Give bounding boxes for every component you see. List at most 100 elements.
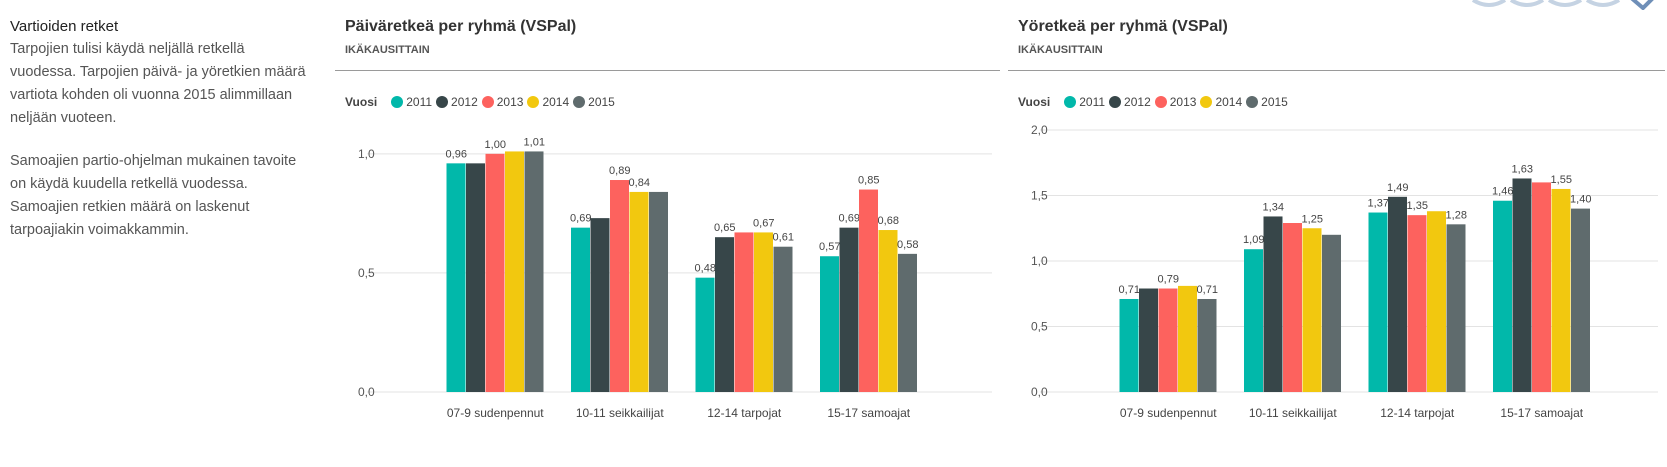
chart-subtitle: IKÄKAUSITTAIN [1018,44,1103,56]
data-label: 0,69 [839,213,860,225]
bar [629,191,649,392]
legend-label: 2015 [588,95,615,109]
data-label: 0,71 [1197,284,1218,296]
data-label: 1,01 [524,136,545,148]
x-tick-label: 07-9 sudenpennut [1120,406,1217,420]
data-label: 0,67 [753,217,774,229]
data-label: 1,00 [485,139,506,151]
legend-item: 2011 [391,95,432,109]
x-tick-label: 15-17 samoajat [827,406,910,420]
bar [571,227,590,392]
bar [1139,288,1158,392]
bar [734,232,754,392]
data-label: 1,46 [1492,186,1513,198]
x-tick-label: 10-11 seikkailijat [576,406,664,420]
data-label: 1,40 [1570,194,1591,206]
legend-marker [391,96,404,108]
y-tick-label: 1,5 [1031,189,1048,203]
legend-marker [436,96,449,108]
side-panel: Vartioiden retket Tarpojien tulisi käydä… [10,18,310,262]
legend-label: 2013 [1169,95,1197,109]
bar [1302,228,1322,392]
data-label: 1,63 [1512,163,1533,175]
bar [898,253,917,392]
bar [820,256,839,392]
bar [695,277,715,392]
legend-label: 2011 [406,95,433,109]
legend-item: 2011 [1064,95,1105,109]
legend-marker [527,96,540,108]
x-tick-label: 10-11 seikkailijat [1249,406,1337,420]
bar [590,218,610,392]
legend-label: 2014 [542,95,570,109]
bar [754,232,773,392]
data-label: 1,49 [1387,182,1408,194]
legend-label: 2012 [451,95,478,109]
legend-label: 2012 [1124,95,1151,109]
chart-legend: Vuosi 2011 2012 2013 2014 2015 [1018,95,1292,109]
legend-label: 2015 [1261,95,1288,109]
data-label: 1,28 [1446,209,1467,221]
legend-marker [573,96,586,108]
data-label: 1,34 [1263,201,1284,213]
legend-title: Vuosi [345,95,378,109]
data-label: 0,65 [714,222,735,234]
bar [1244,249,1263,392]
chart-divider [1008,70,1665,71]
x-tick-label: 12-14 tarpojat [707,406,782,420]
bar [1532,182,1551,392]
legend-marker [1109,96,1122,108]
legend-item: 2014 [1200,95,1242,109]
bar [1407,215,1427,392]
bar [1197,298,1217,392]
data-label: 0,79 [1158,274,1179,286]
data-label: 0,61 [773,232,794,244]
plot-area: 0,0 0,5 1,0 0,96 1,00 1,01 07-9 sudenpennut 0,6… [358,136,992,420]
legend-marker [1154,96,1167,108]
y-tick-label: 0,0 [1031,385,1048,399]
chart-legend: Vuosi 2011 2012 2013 2014 2015 [345,95,619,109]
bar [1571,208,1590,392]
bar [1493,200,1512,392]
data-label: 0,96 [446,148,467,160]
chart-title: Yöretkeä per ryhmä (VSPal) [1018,18,1228,35]
bar [1368,212,1388,392]
bar [1551,188,1571,392]
data-label: 0,68 [878,215,899,227]
data-label: 1,55 [1551,174,1572,186]
bar [1263,216,1283,392]
bar [839,227,859,392]
data-label: 1,37 [1368,198,1389,210]
x-tick-label: 07-9 sudenpennut [447,406,544,420]
bar [1512,178,1532,392]
bar [715,237,734,392]
bar [1388,196,1407,392]
x-tick-label: 15-17 samoajat [1500,406,1583,420]
data-label: 0,57 [819,241,840,253]
data-label: 0,89 [609,165,630,177]
bar [649,191,668,392]
side-panel-paragraph: Tarpojien tulisi käydä neljällä retkellä… [10,41,306,126]
bar [773,246,793,392]
bar [505,151,524,392]
legend-title: Vuosi [1018,95,1051,109]
chart-title: Päiväretkeä per ryhmä (VSPal) [345,18,577,35]
y-tick-label: 0,5 [1031,320,1048,334]
data-label: 0,85 [858,175,879,187]
data-label: 1,25 [1302,213,1323,225]
bar [610,180,629,392]
bar [1119,298,1139,392]
bar [1446,224,1466,392]
legend-marker [1200,96,1213,108]
data-label: 0,48 [695,263,716,275]
data-label: 1,35 [1407,200,1428,212]
data-label: 1,09 [1243,234,1264,246]
data-label: 0,84 [629,177,650,189]
y-tick-label: 0,5 [358,266,375,280]
legend-item: 2014 [527,95,569,109]
legend-item: 2012 [436,95,478,109]
y-tick-label: 1,0 [1031,254,1048,268]
plot-area: 0,0 0,5 1,0 1,5 2,0 0,71 0,79 0,71 07-9 sudenpen… [1031,123,1658,420]
y-tick-label: 0,0 [358,385,375,399]
legend-item: 2015 [1246,95,1288,109]
